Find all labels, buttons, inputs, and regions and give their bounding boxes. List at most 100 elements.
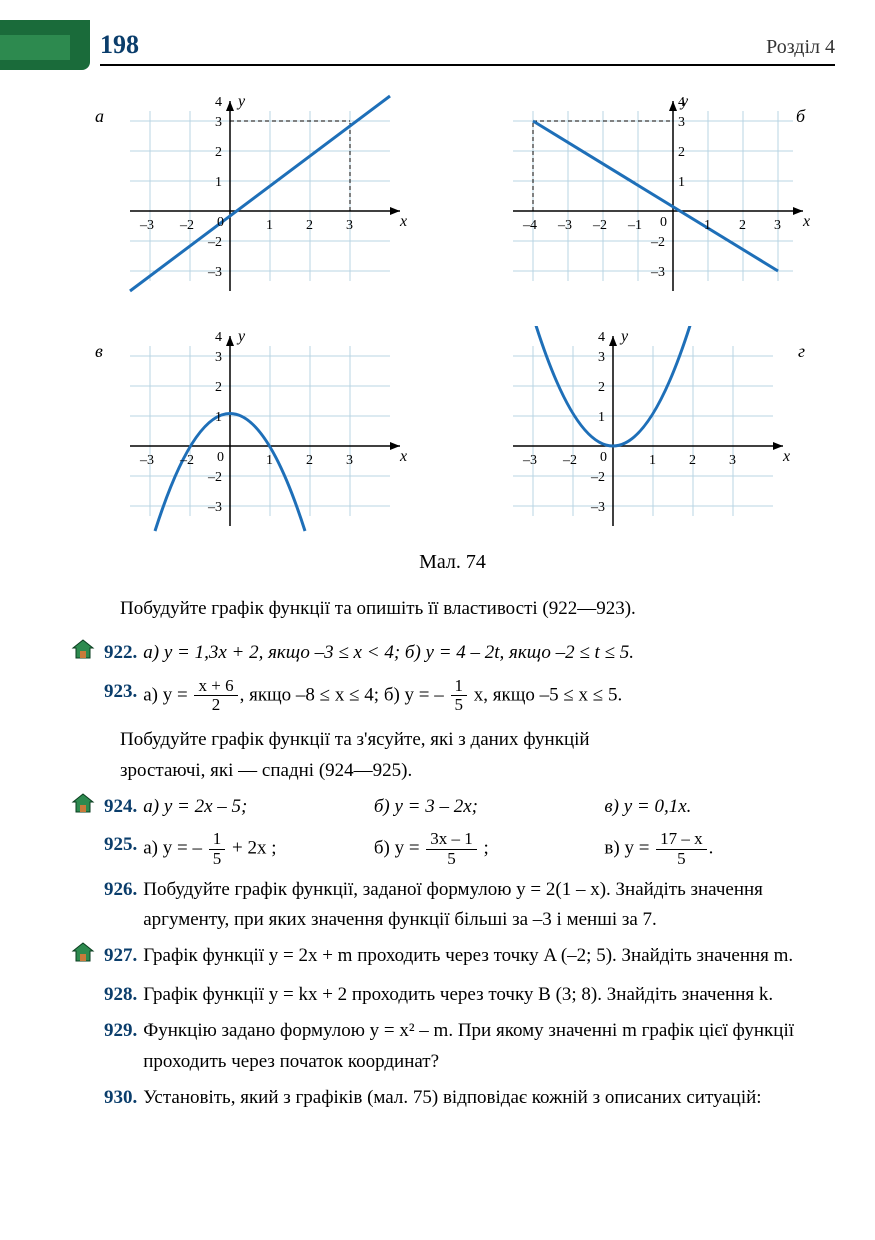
svg-text:1: 1 bbox=[266, 218, 273, 233]
svg-text:–2: –2 bbox=[590, 470, 605, 485]
problem-number: 928. bbox=[104, 980, 137, 1010]
svg-text:2: 2 bbox=[598, 380, 605, 395]
problem-body: Графік функції y = kx + 2 проходить чере… bbox=[143, 980, 835, 1010]
problem-number: 926. bbox=[104, 875, 137, 905]
chart-v-label: в bbox=[95, 341, 103, 362]
svg-text:3: 3 bbox=[215, 115, 222, 130]
svg-text:–2: –2 bbox=[179, 218, 194, 233]
fraction: 17 – x5 bbox=[656, 830, 707, 868]
svg-text:2: 2 bbox=[689, 453, 696, 468]
svg-text:3: 3 bbox=[678, 115, 685, 130]
svg-text:2: 2 bbox=[306, 218, 313, 233]
svg-text:y: y bbox=[236, 328, 246, 345]
problem-body: а) y = x + 62, якщо –8 ≤ x ≤ 4; б) y = –… bbox=[143, 677, 835, 715]
problem-body: а) y = – 15 + 2x ; б) y = 3x – 15 ; в) y… bbox=[143, 830, 835, 868]
svg-text:2: 2 bbox=[306, 453, 313, 468]
problem-922: 922. а) y = 1,3x + 2, якщо –3 ≤ x < 4; б… bbox=[70, 638, 835, 670]
svg-text:–2: –2 bbox=[592, 218, 607, 233]
svg-text:0: 0 bbox=[600, 450, 607, 465]
svg-text:2: 2 bbox=[678, 145, 685, 160]
problems-section: Побудуйте графік функції та опишіть її в… bbox=[70, 594, 835, 1113]
svg-text:4: 4 bbox=[598, 330, 605, 345]
problem-927: 927. Графік функції y = 2x + m проходить… bbox=[70, 941, 835, 973]
svg-text:x: x bbox=[399, 448, 407, 465]
intro-text-2: Побудуйте графік функції та з'ясуйте, як… bbox=[120, 725, 835, 786]
problem-925: 925. а) y = – 15 + 2x ; б) y = 3x – 15 ;… bbox=[70, 830, 835, 868]
svg-text:4: 4 bbox=[215, 95, 222, 110]
svg-text:x: x bbox=[782, 448, 790, 465]
textbook-page: 198 Розділ 4 а bbox=[0, 0, 875, 1240]
figure-caption: Мал. 74 bbox=[70, 551, 835, 574]
svg-text:–3: –3 bbox=[522, 453, 537, 468]
page-number: 198 bbox=[100, 30, 139, 60]
svg-text:0: 0 bbox=[660, 215, 667, 230]
svg-text:–2: –2 bbox=[207, 235, 222, 250]
svg-text:–2: –2 bbox=[179, 453, 194, 468]
svg-text:3: 3 bbox=[346, 453, 353, 468]
svg-text:–4: –4 bbox=[522, 218, 537, 233]
problem-924: 924. а) y = 2x – 5; б) y = 3 – 2x; в) y … bbox=[70, 792, 835, 824]
svg-text:0: 0 bbox=[217, 215, 224, 230]
fraction: 15 bbox=[451, 677, 468, 715]
svg-text:3: 3 bbox=[729, 453, 736, 468]
svg-text:–3: –3 bbox=[207, 500, 222, 515]
svg-text:–3: –3 bbox=[139, 218, 154, 233]
page-header: 198 Розділ 4 bbox=[100, 30, 835, 66]
problem-number: 923. bbox=[104, 677, 137, 707]
svg-text:3: 3 bbox=[346, 218, 353, 233]
green-tab-inner bbox=[0, 35, 70, 60]
chart-a: а x y 0 123 bbox=[110, 91, 433, 306]
svg-text:–2: –2 bbox=[207, 470, 222, 485]
svg-text:0: 0 bbox=[217, 450, 224, 465]
fraction: 15 bbox=[209, 830, 226, 868]
svg-text:–3: –3 bbox=[139, 453, 154, 468]
fraction: 3x – 15 bbox=[426, 830, 477, 868]
chart-a-label: а bbox=[95, 106, 104, 127]
problem-body: а) y = 2x – 5; б) y = 3 – 2x; в) y = 0,1… bbox=[143, 792, 835, 822]
chart-g-label: г bbox=[798, 341, 805, 362]
svg-text:x: x bbox=[399, 213, 407, 230]
svg-text:2: 2 bbox=[739, 218, 746, 233]
chart-b-svg: x y 0 –4–3–2–1 123 1234 –2–3 bbox=[493, 91, 813, 301]
svg-text:1: 1 bbox=[704, 218, 711, 233]
svg-text:4: 4 bbox=[215, 330, 222, 345]
problem-930: 930. Установіть, який з графіків (мал. 7… bbox=[70, 1083, 835, 1113]
svg-text:1: 1 bbox=[678, 175, 685, 190]
problem-body: Графік функції y = 2x + m проходить чере… bbox=[143, 941, 835, 971]
intro-text-1: Побудуйте графік функції та опишіть її в… bbox=[120, 594, 835, 624]
chapter-label: Розділ 4 bbox=[766, 36, 835, 59]
svg-text:1: 1 bbox=[215, 410, 222, 425]
svg-text:3: 3 bbox=[598, 350, 605, 365]
house-icon bbox=[70, 638, 96, 670]
house-icon bbox=[70, 792, 96, 824]
svg-text:–1: –1 bbox=[627, 218, 642, 233]
svg-text:–2: –2 bbox=[562, 453, 577, 468]
svg-text:1: 1 bbox=[649, 453, 656, 468]
chart-g: г x y 0 1 2 3 –3 –2 bbox=[493, 326, 816, 541]
problem-926: 926. Побудуйте графік функції, заданої ф… bbox=[70, 875, 835, 936]
problem-number: 925. bbox=[104, 830, 137, 860]
svg-text:3: 3 bbox=[215, 350, 222, 365]
svg-text:1: 1 bbox=[266, 453, 273, 468]
problem-number: 927. bbox=[104, 941, 137, 971]
svg-text:1: 1 bbox=[215, 175, 222, 190]
svg-text:2: 2 bbox=[215, 145, 222, 160]
chart-v-svg: x y 0 1 2 3 –3 –2 1 2 3 4 –2 –3 bbox=[110, 326, 410, 536]
problem-body: Побудуйте графік функції, заданої формул… bbox=[143, 875, 835, 936]
problem-number: 922. bbox=[104, 638, 137, 668]
svg-text:4: 4 bbox=[678, 95, 685, 110]
svg-text:1: 1 bbox=[598, 410, 605, 425]
chart-g-svg: x y 0 1 2 3 –3 –2 1 2 3 4 –2 –3 bbox=[493, 326, 793, 536]
problem-number: 924. bbox=[104, 792, 137, 822]
svg-text:–2: –2 bbox=[650, 235, 665, 250]
problem-number: 930. bbox=[104, 1083, 137, 1113]
svg-text:–3: –3 bbox=[590, 500, 605, 515]
svg-text:2: 2 bbox=[215, 380, 222, 395]
svg-text:x: x bbox=[802, 213, 810, 230]
svg-text:y: y bbox=[236, 93, 246, 110]
fraction: x + 62 bbox=[194, 677, 237, 715]
problem-number: 929. bbox=[104, 1016, 137, 1046]
svg-text:y: y bbox=[619, 328, 629, 345]
chart-v: в x y 0 123 –3–2 bbox=[110, 326, 433, 541]
problem-928: 928. Графік функції y = kx + 2 проходить… bbox=[70, 980, 835, 1010]
